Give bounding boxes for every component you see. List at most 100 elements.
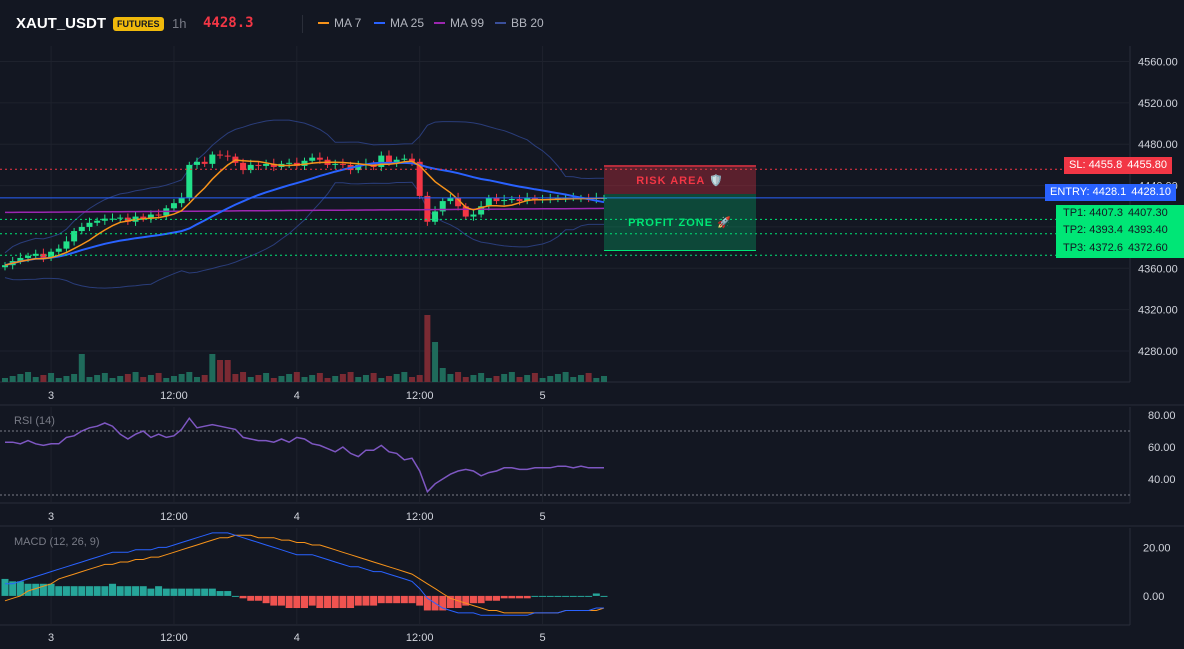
candle-body <box>478 206 485 215</box>
candle-body <box>40 253 47 258</box>
volume-bar <box>140 377 147 382</box>
macd-histogram-bar <box>377 595 385 604</box>
last-price: 4428.3 <box>203 15 254 31</box>
volume-bar <box>409 377 416 382</box>
timeframe-label[interactable]: 1h <box>172 16 187 31</box>
macd-histogram-bar <box>316 595 324 609</box>
volume-bar <box>224 360 231 382</box>
macd-histogram-bar <box>585 595 593 597</box>
candle-body <box>78 226 85 232</box>
candle-body <box>124 217 131 222</box>
price-axis-label: 4360.00 <box>1138 263 1178 275</box>
rsi-line <box>5 416 604 494</box>
volume-bar <box>547 376 554 382</box>
header-divider <box>302 15 303 33</box>
candle-body <box>17 257 24 262</box>
macd-histogram-bar <box>239 595 247 599</box>
symbol-name[interactable]: XAUT_USDT <box>16 15 107 32</box>
legend-ma25[interactable]: MA 25 <box>374 16 424 30</box>
candle-body <box>339 163 346 165</box>
tp1-price-tag: TP1: 4407.3 4407.30 <box>1058 205 1173 222</box>
macd-histogram-bar <box>592 593 600 596</box>
risk-area-label: RISK AREA 🛡️ <box>636 175 724 187</box>
candle-body <box>424 195 431 222</box>
candle-body <box>316 157 323 160</box>
volume-bar <box>424 315 431 382</box>
legend-ma99[interactable]: MA 99 <box>434 16 484 30</box>
tp2-label: TP2: 4393.4 <box>1063 224 1123 236</box>
volume-bar <box>286 374 293 382</box>
macd-histogram-bar <box>155 586 163 596</box>
candle-body <box>155 214 162 216</box>
macd-histogram-bar <box>569 595 577 597</box>
candle-body <box>309 157 316 161</box>
volume-bar <box>455 372 462 382</box>
volume-bar <box>516 377 523 382</box>
volume-bar <box>186 372 193 382</box>
macd-histogram-bar <box>93 586 101 596</box>
volume-bar <box>32 377 39 382</box>
rsi-axis-label: 80.00 <box>1148 410 1176 422</box>
candle-body <box>224 155 231 157</box>
time-axis-label: 3 <box>48 632 54 644</box>
macd-histogram-bar <box>301 595 308 609</box>
macd-histogram-bar <box>16 581 24 596</box>
macd-histogram-bar <box>208 588 216 596</box>
macd-histogram-bar <box>485 595 493 601</box>
candle-body <box>86 222 93 227</box>
macd-histogram-bar <box>600 595 608 597</box>
macd-histogram-bar <box>293 595 301 609</box>
volume-bar <box>255 375 262 382</box>
volume-bar <box>209 354 216 382</box>
time-axis-label: 4 <box>294 632 300 644</box>
macd-histogram-bar <box>254 595 262 601</box>
volume-bar <box>401 372 408 382</box>
volume-bar <box>370 373 377 382</box>
time-axis-label: 12:00 <box>160 632 188 644</box>
rsi-axis-label: 40.00 <box>1148 474 1176 486</box>
volume-bar <box>301 377 308 382</box>
profit-zone: PROFIT ZONE 🚀 <box>604 194 756 251</box>
macd-histogram-bar <box>285 595 293 609</box>
legend-ma7-label: MA 7 <box>334 16 362 30</box>
macd-histogram-bar <box>385 595 393 604</box>
volume-bar <box>362 375 369 382</box>
volume-bar <box>462 377 469 382</box>
candle-body <box>263 163 270 166</box>
macd-histogram-bar <box>262 595 270 604</box>
candle-body <box>209 154 216 164</box>
candle-body <box>186 164 193 198</box>
macd-histogram-bar <box>224 591 232 596</box>
volume-bar <box>332 376 339 382</box>
macd-histogram-bar <box>439 595 447 611</box>
volume-bar <box>508 372 515 382</box>
price-axis-label: 4280.00 <box>1138 346 1178 358</box>
macd-histogram-bar <box>47 583 55 596</box>
legend-bb20[interactable]: BB 20 <box>495 16 544 30</box>
macd-histogram-bar <box>124 586 132 596</box>
volume-bar <box>309 375 316 382</box>
macd-histogram-bar <box>539 595 547 597</box>
candle-body <box>55 248 62 252</box>
candle-body <box>516 199 523 202</box>
macd-histogram-bar <box>492 595 500 601</box>
macd-histogram-bar <box>508 595 516 599</box>
candle-body <box>178 197 185 204</box>
candle-body <box>140 216 147 219</box>
ma7-swatch-icon <box>318 22 329 24</box>
macd-histogram-bar <box>178 588 186 596</box>
volume-bar <box>501 374 508 382</box>
candle-body <box>470 214 477 217</box>
legend-ma7[interactable]: MA 7 <box>318 16 361 30</box>
macd-histogram-bar <box>477 595 485 604</box>
macd-panel-title: MACD (12, 26, 9) <box>14 536 100 548</box>
macd-histogram-bar <box>139 586 147 596</box>
candle-body <box>432 211 439 222</box>
entry-label: ENTRY: 4428.1 <box>1050 186 1127 198</box>
candle-body <box>409 158 416 162</box>
volume-bar <box>493 376 500 382</box>
volume-bar <box>347 372 354 382</box>
price-axis-label: 4520.00 <box>1138 98 1178 110</box>
volume-bar <box>17 374 24 382</box>
